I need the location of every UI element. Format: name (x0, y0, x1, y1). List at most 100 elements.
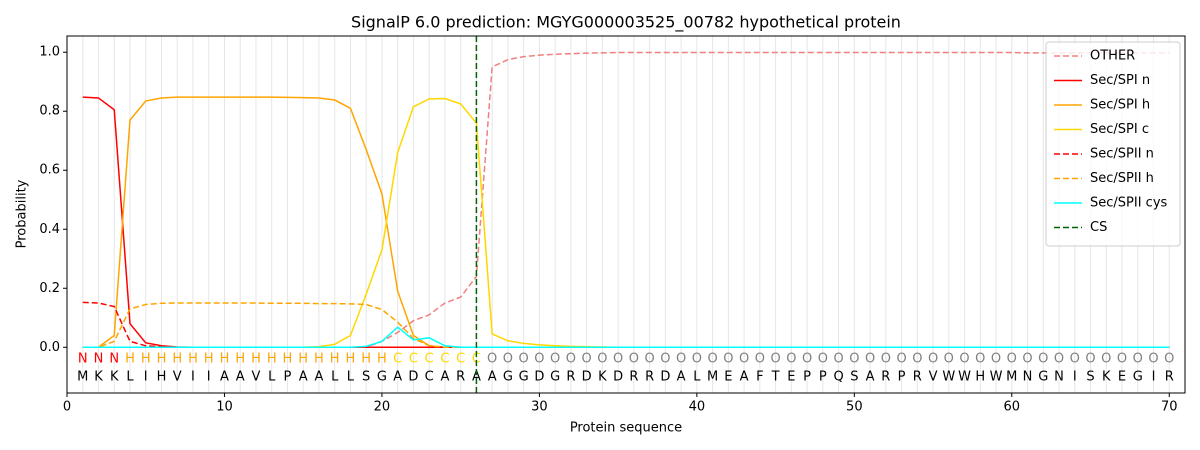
legend-label: CS (1090, 220, 1107, 235)
legend-label: Sec/SPI h (1090, 98, 1150, 113)
x-tick-label: 60 (1004, 400, 1021, 415)
residue-label: I (191, 369, 195, 384)
legend-label: Sec/SPII cys (1090, 196, 1168, 211)
region-label: O (597, 352, 607, 367)
region-label: O (1007, 352, 1017, 367)
region-label: H (330, 352, 340, 367)
region-label: H (267, 352, 277, 367)
y-tick-label: 0.8 (39, 104, 60, 119)
residue-label: I (144, 369, 148, 384)
region-label: H (172, 352, 182, 367)
region-label: O (1070, 352, 1080, 367)
residue-label: S (1086, 369, 1094, 384)
residue-label: L (268, 369, 276, 384)
legend-label: Sec/SPI c (1090, 122, 1149, 137)
region-label: O (582, 352, 592, 367)
region-label: O (487, 352, 497, 367)
region-label: O (833, 352, 843, 367)
region-label: O (645, 352, 655, 367)
residue-label: L (331, 369, 339, 384)
residue-label: P (803, 369, 811, 384)
region-label: H (235, 352, 245, 367)
residue-label: I (1073, 369, 1077, 384)
x-axis-label: Protein sequence (570, 421, 682, 436)
residue-label: P (819, 369, 827, 384)
region-label: O (944, 352, 954, 367)
region-label: O (1148, 352, 1158, 367)
region-label: N (78, 352, 88, 367)
residue-label: A (488, 369, 497, 384)
legend-label: Sec/SPII h (1090, 171, 1154, 186)
residue-label: G (1038, 369, 1048, 384)
y-tick-label: 0.6 (39, 163, 60, 178)
region-label: O (723, 352, 733, 367)
residue-label: K (94, 369, 103, 384)
series-line (82, 326, 1170, 349)
residue-label: W (942, 369, 955, 384)
region-label: O (928, 352, 938, 367)
residue-label: G (550, 369, 560, 384)
region-label: H (141, 352, 151, 367)
residue-label: A (472, 369, 481, 384)
residue-label: D (582, 369, 592, 384)
residue-label: C (425, 369, 434, 384)
residue-label: N (1054, 369, 1064, 384)
residue-label: L (347, 369, 355, 384)
region-label: O (1101, 352, 1111, 367)
region-label: O (1164, 352, 1174, 367)
residue-label: A (314, 369, 323, 384)
region-label: O (1054, 352, 1064, 367)
region-label: H (377, 352, 387, 367)
region-label: O (613, 352, 623, 367)
residue-label: G (519, 369, 529, 384)
y-tick-label: 0.4 (39, 222, 60, 237)
residue-label: M (707, 369, 718, 384)
residue-label: K (110, 369, 119, 384)
region-label: H (188, 352, 198, 367)
residue-label: D (534, 369, 544, 384)
residue-label: S (850, 369, 858, 384)
region-label: O (629, 352, 639, 367)
region-label: O (692, 352, 702, 367)
residue-label: H (157, 369, 167, 384)
residue-label: A (220, 369, 229, 384)
residue-label: W (958, 369, 971, 384)
region-label: O (1038, 352, 1048, 367)
residue-label: E (1118, 369, 1126, 384)
region-label: H (283, 352, 293, 367)
region-label: O (755, 352, 765, 367)
region-label: H (314, 352, 324, 367)
residue-label: V (252, 369, 261, 384)
residue-label: D (613, 369, 623, 384)
residue-label: A (677, 369, 686, 384)
plot-frame (66, 35, 1186, 394)
residue-label: V (929, 369, 938, 384)
legend-label: OTHER (1090, 49, 1135, 64)
legend-label: Sec/SPII n (1090, 147, 1154, 162)
region-label: C (393, 352, 402, 367)
residue-label: K (1102, 369, 1111, 384)
y-tick-label: 0.0 (39, 340, 60, 355)
region-label: O (1085, 352, 1095, 367)
region-label: H (251, 352, 261, 367)
region-label: N (94, 352, 104, 367)
chart-title: SignalP 6.0 prediction: MGYG000003525_00… (351, 13, 901, 33)
region-label: C (409, 352, 418, 367)
residue-label: L (693, 369, 701, 384)
region-label: C (440, 352, 449, 367)
residue-label: D (408, 369, 418, 384)
region-label: O (550, 352, 560, 367)
region-label: O (975, 352, 985, 367)
region-label: O (770, 352, 780, 367)
region-label: H (125, 352, 135, 367)
region-label: O (896, 352, 906, 367)
region-label: H (346, 352, 356, 367)
residue-label: D (660, 369, 670, 384)
legend-label: Sec/SPI n (1090, 73, 1150, 88)
residue-label: V (173, 369, 182, 384)
residue-label: A (393, 369, 402, 384)
residue-label: E (787, 369, 795, 384)
region-label: O (802, 352, 812, 367)
region-label: H (298, 352, 308, 367)
